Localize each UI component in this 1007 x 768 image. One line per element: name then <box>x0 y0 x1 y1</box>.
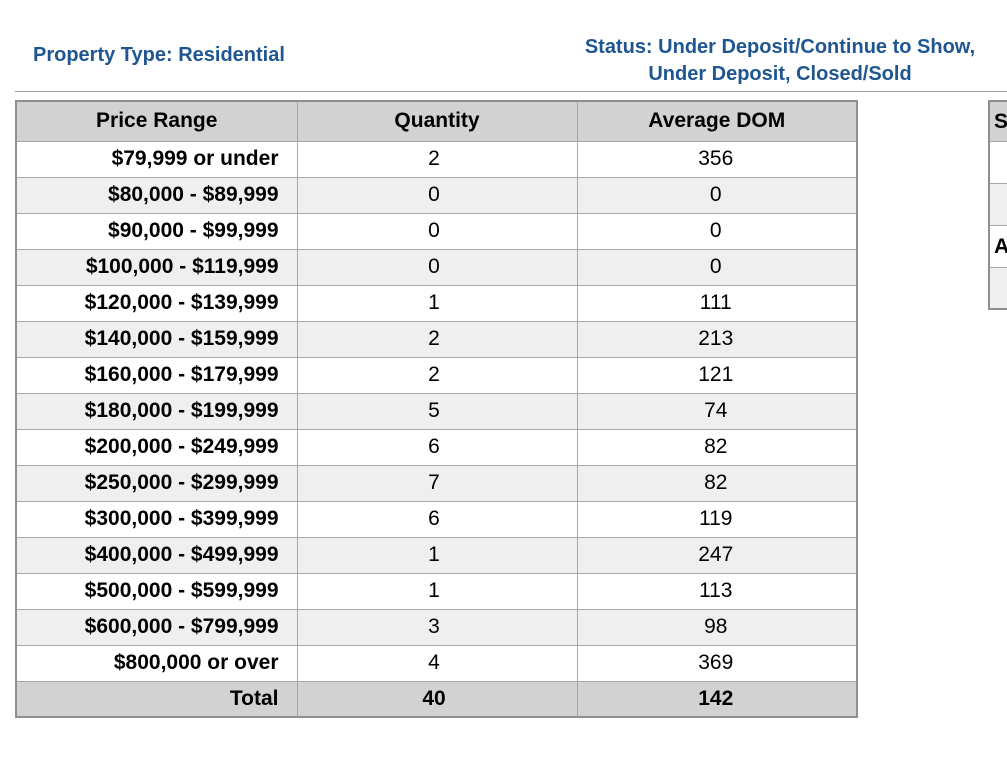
table-row: $180,000 - $199,999 5 74 <box>15 392 858 430</box>
status-label: Status: Under Deposit/Continue to Show, … <box>520 34 1007 88</box>
quantity-cell: 2 <box>296 356 578 394</box>
quantity-cell: 7 <box>296 464 578 502</box>
table-row: $80,000 - $89,999 0 0 <box>15 176 858 214</box>
table-row: $250,000 - $299,999 7 82 <box>15 464 858 502</box>
average-dom-cell: 369 <box>576 644 858 682</box>
side-table-row <box>990 142 1007 184</box>
quantity-cell: 5 <box>296 392 578 430</box>
quantity-cell: 0 <box>296 176 578 214</box>
table-row: $800,000 or over 4 369 <box>15 644 858 682</box>
quantity-cell: 2 <box>296 320 578 358</box>
average-dom-cell: 111 <box>576 284 858 322</box>
side-table-row <box>990 268 1007 308</box>
total-quantity: 40 <box>296 680 578 718</box>
price-range-cell: $180,000 - $199,999 <box>15 392 298 430</box>
column-header-average-dom: Average DOM <box>576 100 858 142</box>
side-summary-table: S A <box>988 100 1007 310</box>
price-range-cell: $500,000 - $599,999 <box>15 572 298 610</box>
property-type-label: Property Type: Residential <box>33 44 285 66</box>
average-dom-cell: 0 <box>576 212 858 250</box>
price-range-cell: $200,000 - $249,999 <box>15 428 298 466</box>
price-range-cell: $800,000 or over <box>15 644 298 682</box>
side-table-header: S <box>990 102 1007 142</box>
table-row: $100,000 - $119,999 0 0 <box>15 248 858 286</box>
price-range-cell: $120,000 - $139,999 <box>15 284 298 322</box>
table-row: $140,000 - $159,999 2 213 <box>15 320 858 358</box>
side-table-row: A <box>990 226 1007 268</box>
average-dom-cell: 0 <box>576 176 858 214</box>
table-row: $160,000 - $179,999 2 121 <box>15 356 858 394</box>
price-range-cell: $140,000 - $159,999 <box>15 320 298 358</box>
quantity-cell: 1 <box>296 572 578 610</box>
price-range-cell: $250,000 - $299,999 <box>15 464 298 502</box>
table-row: $600,000 - $799,999 3 98 <box>15 608 858 646</box>
table-row: $90,000 - $99,999 0 0 <box>15 212 858 250</box>
status-line-2: Under Deposit, Closed/Sold <box>648 63 912 85</box>
average-dom-cell: 82 <box>576 464 858 502</box>
quantity-cell: 1 <box>296 536 578 574</box>
price-range-cell: $100,000 - $119,999 <box>15 248 298 286</box>
table-body: $79,999 or under 2 356 $80,000 - $89,999 0 0 $… <box>15 140 858 718</box>
average-dom-cell: 74 <box>576 392 858 430</box>
price-range-table: Price Range Quantity Average DOM $79,999… <box>15 100 858 718</box>
average-dom-cell: 82 <box>576 428 858 466</box>
price-range-cell: $400,000 - $499,999 <box>15 536 298 574</box>
average-dom-cell: 356 <box>576 140 858 178</box>
table-row: $300,000 - $399,999 6 119 <box>15 500 858 538</box>
total-label: Total <box>15 680 298 718</box>
column-header-quantity: Quantity <box>296 100 578 142</box>
table-row: $400,000 - $499,999 1 247 <box>15 536 858 574</box>
average-dom-cell: 113 <box>576 572 858 610</box>
price-range-cell: $90,000 - $99,999 <box>15 212 298 250</box>
average-dom-cell: 119 <box>576 500 858 538</box>
price-range-cell: $79,999 or under <box>15 140 298 178</box>
quantity-cell: 2 <box>296 140 578 178</box>
price-range-cell: $80,000 - $89,999 <box>15 176 298 214</box>
price-range-cell: $300,000 - $399,999 <box>15 500 298 538</box>
total-average-dom: 142 <box>576 680 858 718</box>
average-dom-cell: 247 <box>576 536 858 574</box>
table-row: $79,999 or under 2 356 <box>15 140 858 178</box>
average-dom-cell: 98 <box>576 608 858 646</box>
average-dom-cell: 213 <box>576 320 858 358</box>
quantity-cell: 4 <box>296 644 578 682</box>
price-range-cell: $160,000 - $179,999 <box>15 356 298 394</box>
table-header-row: Price Range Quantity Average DOM <box>15 100 858 142</box>
quantity-cell: 1 <box>296 284 578 322</box>
table-row: $200,000 - $249,999 6 82 <box>15 428 858 466</box>
table-row: $120,000 - $139,999 1 111 <box>15 284 858 322</box>
side-table-row <box>990 184 1007 226</box>
total-row: Total 40 142 <box>15 680 858 718</box>
quantity-cell: 6 <box>296 500 578 538</box>
status-line-1: Status: Under Deposit/Continue to Show, <box>584 36 976 58</box>
table-row: $500,000 - $599,999 1 113 <box>15 572 858 610</box>
quantity-cell: 3 <box>296 608 578 646</box>
quantity-cell: 0 <box>296 248 578 286</box>
quantity-cell: 0 <box>296 212 578 250</box>
price-range-cell: $600,000 - $799,999 <box>15 608 298 646</box>
average-dom-cell: 0 <box>576 248 858 286</box>
column-header-price-range: Price Range <box>15 100 298 142</box>
quantity-cell: 6 <box>296 428 578 466</box>
header-divider <box>15 91 1007 92</box>
average-dom-cell: 121 <box>576 356 858 394</box>
